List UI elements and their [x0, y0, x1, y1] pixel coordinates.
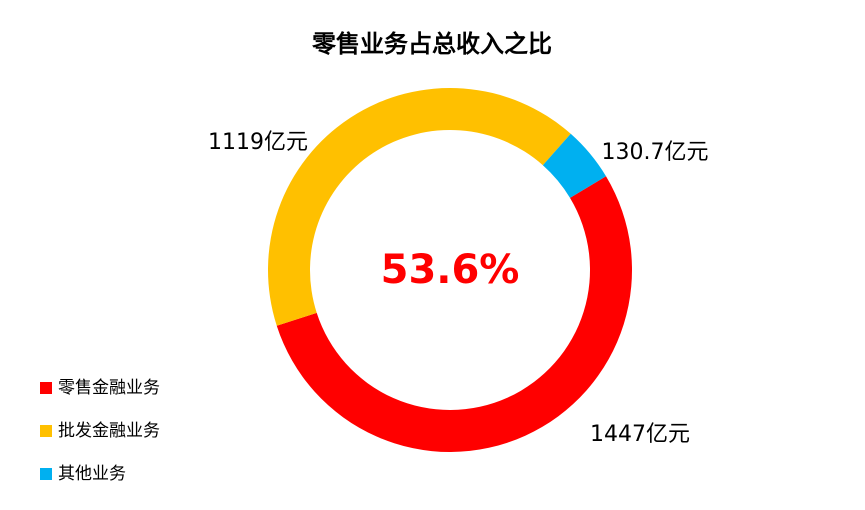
donut-segment [276, 176, 632, 452]
data-label: 1119亿元 [208, 130, 308, 155]
donut-segment [268, 87, 571, 326]
legend-swatch [40, 468, 52, 480]
legend-swatch [40, 425, 52, 437]
legend-label: 其他业务 [58, 464, 126, 484]
data-label: 1447亿元 [590, 422, 690, 447]
donut-segment [542, 133, 607, 198]
legend-label: 批发金融业务 [58, 421, 160, 441]
chart-title: 零售业务占总收入之比 [311, 30, 552, 58]
legend-swatch [40, 382, 52, 394]
center-label: 53.6% [381, 247, 520, 293]
data-label: 130.7亿元 [602, 140, 709, 165]
legend-label: 零售金融业务 [58, 378, 160, 398]
